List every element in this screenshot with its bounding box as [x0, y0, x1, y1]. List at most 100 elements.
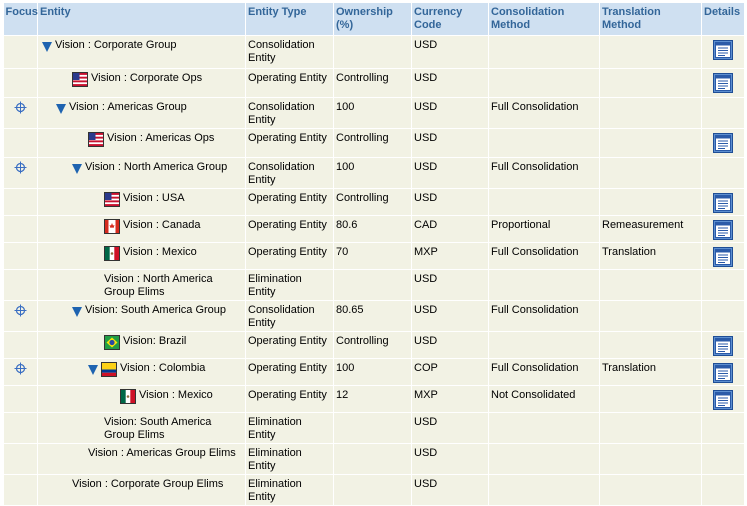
mx-flag-icon	[120, 389, 136, 404]
details-icon[interactable]	[703, 390, 744, 410]
focus-cell	[3, 215, 38, 243]
collapse-triangle-icon[interactable]	[88, 365, 98, 375]
ownership-cell: 80.65	[333, 300, 412, 332]
col-header-currency[interactable]: Currency Code	[411, 3, 489, 36]
col-header-focus[interactable]: Focus	[3, 3, 38, 36]
entity-type-cell: Consolidation Entity	[245, 97, 334, 129]
entity-cell: Vision: Brazil	[37, 331, 246, 359]
ownership-cell: Controlling	[333, 68, 412, 98]
focus-icon[interactable]	[5, 161, 37, 174]
currency-cell: MXP	[411, 242, 489, 270]
entity-cell: Vision : Mexico	[37, 385, 246, 413]
entity-type-cell: Operating Entity	[245, 68, 334, 98]
consolidation-method-cell: Full Consolidation	[488, 242, 600, 270]
details-cell	[701, 443, 745, 475]
entity-cell: Vision : Colombia	[37, 358, 246, 386]
consolidation-method-cell	[488, 269, 600, 301]
currency-cell: COP	[411, 358, 489, 386]
table-row: Vision : North America Group Consolidatio…	[3, 157, 745, 189]
entity-name: Vision: South America Group	[85, 304, 227, 316]
ownership-cell	[333, 443, 412, 475]
consolidation-method-cell	[488, 474, 600, 506]
translation-method-cell	[599, 331, 702, 359]
translation-method-cell	[599, 35, 702, 69]
entity-cell: Vision : Corporate Group Elims	[37, 474, 246, 506]
col-header-translation[interactable]: Translation Method	[599, 3, 702, 36]
col-header-entity[interactable]: Entity	[37, 3, 246, 36]
details-cell	[701, 97, 745, 129]
table-row: Vision : Corporate Group Consolidation En…	[3, 35, 745, 69]
translation-method-cell	[599, 300, 702, 332]
br-flag-icon	[104, 335, 120, 350]
details-icon[interactable]	[703, 363, 744, 383]
details-icon[interactable]	[703, 73, 744, 93]
entity-name: Vision : North America Group	[85, 161, 228, 173]
entity-name: Vision : Corporate Group Elims	[72, 478, 224, 490]
entity-type-cell: Operating Entity	[245, 242, 334, 270]
focus-icon[interactable]	[5, 362, 37, 375]
focus-icon[interactable]	[5, 101, 37, 114]
entity-cell: Vision : Corporate Group	[37, 35, 246, 69]
table-row: Vision : USA Operating Entity Controlling U…	[3, 188, 745, 216]
entity-name: Vision : USA	[123, 192, 185, 204]
currency-cell: USD	[411, 97, 489, 129]
details-cell	[701, 412, 745, 444]
focus-cell	[3, 157, 38, 189]
ownership-cell: Controlling	[333, 188, 412, 216]
col-header-details[interactable]: Details	[701, 3, 745, 36]
consolidation-method-cell	[488, 443, 600, 475]
consolidation-method-cell	[488, 68, 600, 98]
focus-icon[interactable]	[5, 304, 37, 317]
entity-type-cell: Operating Entity	[245, 331, 334, 359]
table-row: Vision : Corporate Group Elims Eliminatio…	[3, 474, 745, 506]
col-header-ownership[interactable]: Ownership (%)	[333, 3, 412, 36]
translation-method-cell	[599, 269, 702, 301]
consolidation-method-cell	[488, 188, 600, 216]
translation-method-cell: Remeasurement	[599, 215, 702, 243]
entity-name: Vision : Colombia	[120, 362, 206, 374]
collapse-triangle-icon[interactable]	[72, 307, 82, 317]
details-icon[interactable]	[703, 40, 744, 60]
details-cell	[701, 474, 745, 506]
ownership-cell	[333, 474, 412, 506]
currency-cell: USD	[411, 412, 489, 444]
details-icon[interactable]	[703, 133, 744, 153]
col-header-consolidation[interactable]: Consolidation Method	[488, 3, 600, 36]
details-icon[interactable]	[703, 336, 744, 356]
entity-name: Vision : Mexico	[139, 389, 213, 401]
entity-cell: Vision : Mexico	[37, 242, 246, 270]
table-row: Vision : Americas Ops Operating Entity Con…	[3, 128, 745, 158]
collapse-triangle-icon[interactable]	[42, 42, 52, 52]
details-cell	[701, 68, 745, 98]
entity-type-cell: Operating Entity	[245, 385, 334, 413]
details-icon[interactable]	[703, 220, 744, 240]
currency-cell: USD	[411, 188, 489, 216]
collapse-triangle-icon[interactable]	[56, 104, 66, 114]
currency-cell: USD	[411, 68, 489, 98]
details-icon[interactable]	[703, 193, 744, 213]
table-row: Vision : Corporate Ops Operating Entity Co…	[3, 68, 745, 98]
collapse-triangle-icon[interactable]	[72, 164, 82, 174]
entity-type-cell: Elimination Entity	[245, 412, 334, 444]
focus-cell	[3, 188, 38, 216]
focus-cell	[3, 331, 38, 359]
table-row: Vision: South America Group Elims Elimina…	[3, 412, 745, 444]
ownership-cell	[333, 412, 412, 444]
entity-name: Vision : Americas Group Elims	[88, 447, 236, 459]
details-icon[interactable]	[703, 247, 744, 267]
focus-cell	[3, 97, 38, 129]
entity-name: Vision: Brazil	[123, 335, 187, 347]
translation-method-cell	[599, 188, 702, 216]
ownership-cell	[333, 269, 412, 301]
ownership-cell: Controlling	[333, 331, 412, 359]
translation-method-cell: Translation	[599, 242, 702, 270]
entity-cell: Vision : USA	[37, 188, 246, 216]
table-row: Vision : Americas Group Consolidation Ent…	[3, 97, 745, 129]
translation-method-cell	[599, 68, 702, 98]
table-row: Vision: South America Group Consolidation…	[3, 300, 745, 332]
translation-method-cell	[599, 385, 702, 413]
col-header-entity-type[interactable]: Entity Type	[245, 3, 334, 36]
mx-flag-icon	[104, 246, 120, 261]
entity-name: Vision : North America Group Elims	[104, 273, 213, 298]
entity-name: Vision : Corporate Group	[55, 39, 177, 51]
